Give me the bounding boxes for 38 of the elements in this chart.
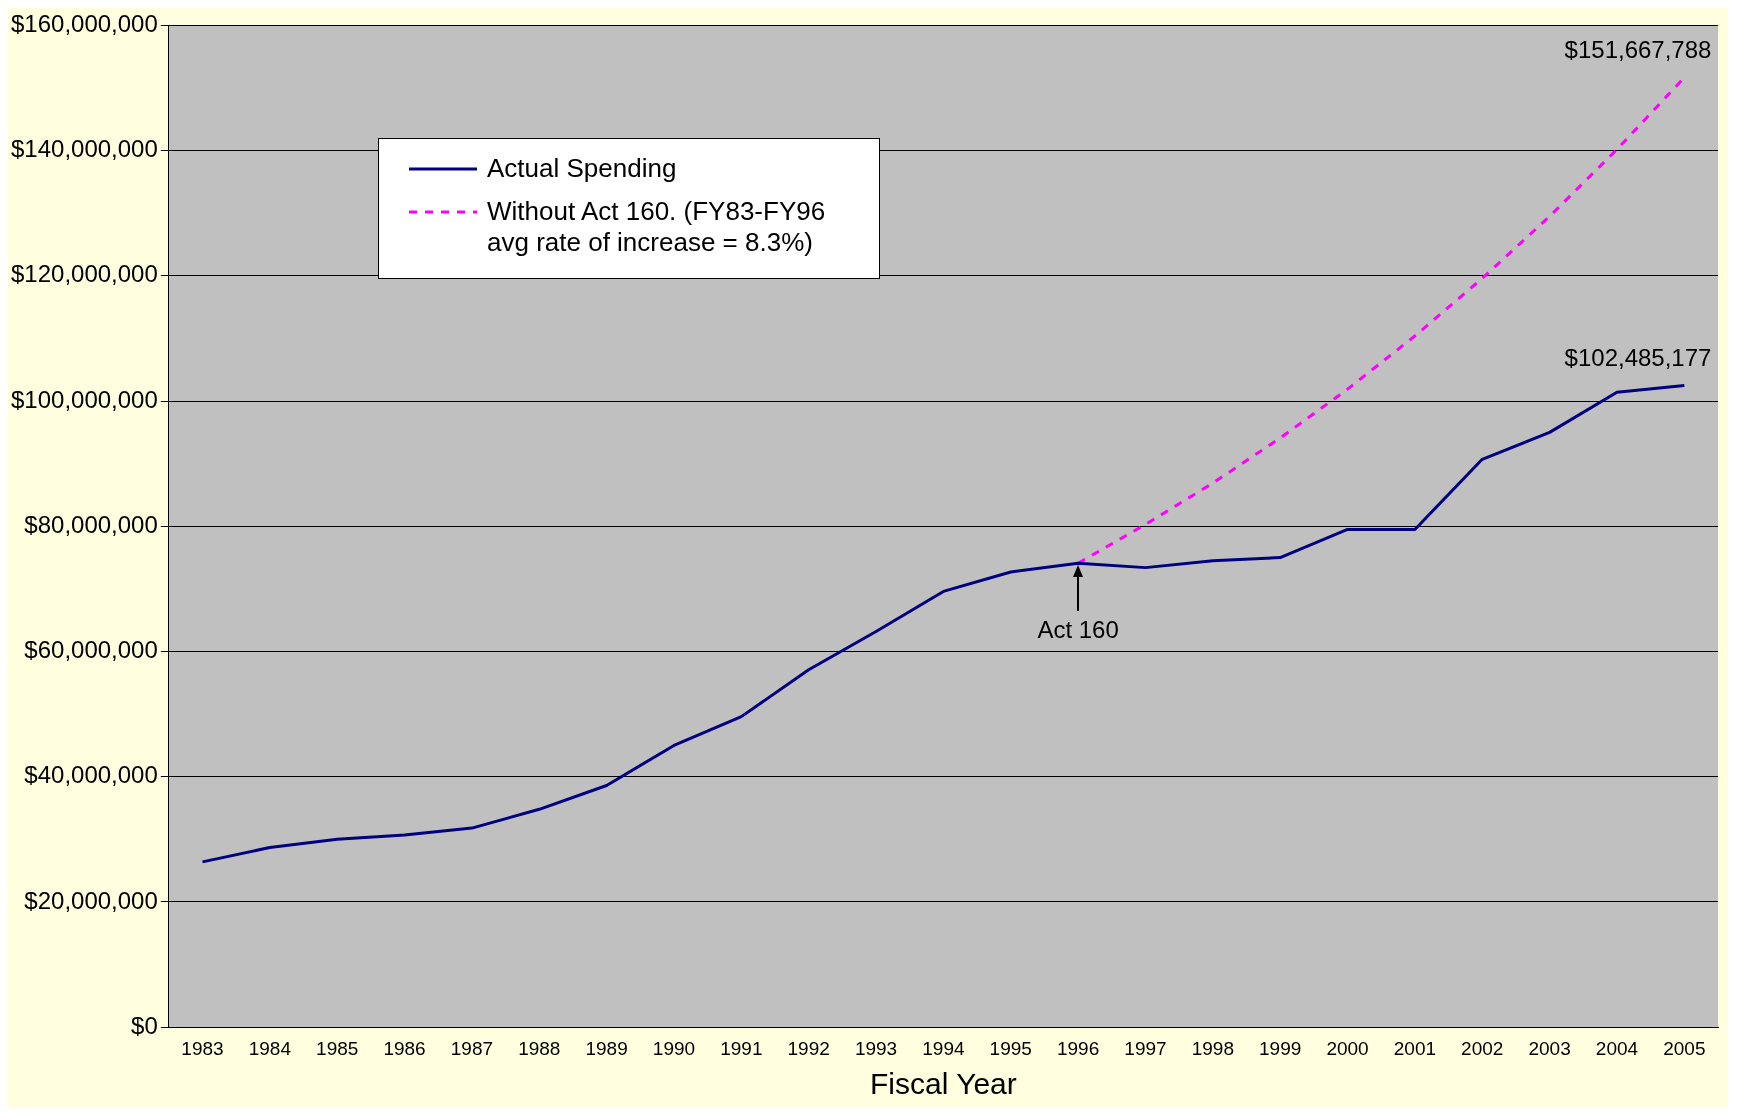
x-tick-label: 1994 — [922, 1037, 965, 1059]
x-tick-label: 1997 — [1124, 1037, 1167, 1059]
legend-label: Actual Spending — [487, 153, 677, 184]
x-tick-label: 2003 — [1528, 1037, 1571, 1059]
x-tick-label: 1991 — [720, 1037, 763, 1059]
x-tick-label: 1984 — [248, 1037, 292, 1059]
x-tick-label: 1983 — [181, 1037, 224, 1059]
x-tick-label: 1996 — [1056, 1037, 1100, 1059]
y-tick-label: $60,000,000 — [24, 636, 158, 664]
data-label: $151,667,788 — [1564, 36, 1712, 64]
y-tick-label: $80,000,000 — [24, 510, 158, 538]
x-tick-label: 1999 — [1259, 1037, 1302, 1059]
x-tick-label: 1989 — [585, 1037, 628, 1059]
x-tick-label: 2001 — [1393, 1037, 1437, 1059]
x-tick-label: 1995 — [989, 1037, 1032, 1059]
y-tick-label: $40,000,000 — [24, 761, 158, 789]
legend-label: Without Act 160. (FY83-FY96 avg rate of increase = 8.3%) — [487, 196, 827, 258]
x-tick-label: 2004 — [1595, 1037, 1639, 1059]
x-tick-label: 1985 — [316, 1037, 359, 1059]
y-tick-label: $160,000,000 — [11, 10, 158, 38]
data-label: $102,485,177 — [1564, 344, 1712, 372]
x-tick-label: 1987 — [450, 1037, 494, 1059]
x-tick-label: 1986 — [383, 1037, 426, 1059]
y-tick-label: $140,000,000 — [11, 135, 158, 163]
x-tick-label: 1990 — [652, 1037, 696, 1059]
x-tick-label: 1992 — [787, 1037, 830, 1059]
x-axis-title: Fiscal Year — [870, 1067, 1017, 1101]
y-tick-label: $120,000,000 — [11, 260, 158, 288]
x-tick-label: 1988 — [518, 1037, 561, 1059]
x-tick-label: 2005 — [1663, 1037, 1706, 1059]
x-tick-label: 2000 — [1326, 1037, 1369, 1059]
y-tick-label: $100,000,000 — [11, 385, 158, 413]
y-tick-label: $0 — [131, 1011, 158, 1039]
annotation: Act 160 — [1037, 615, 1119, 643]
x-tick-label: 1993 — [854, 1037, 898, 1059]
x-tick-label: 2002 — [1461, 1037, 1504, 1059]
x-tick-label: 1998 — [1191, 1037, 1234, 1059]
y-tick-label: $20,000,000 — [24, 886, 158, 914]
